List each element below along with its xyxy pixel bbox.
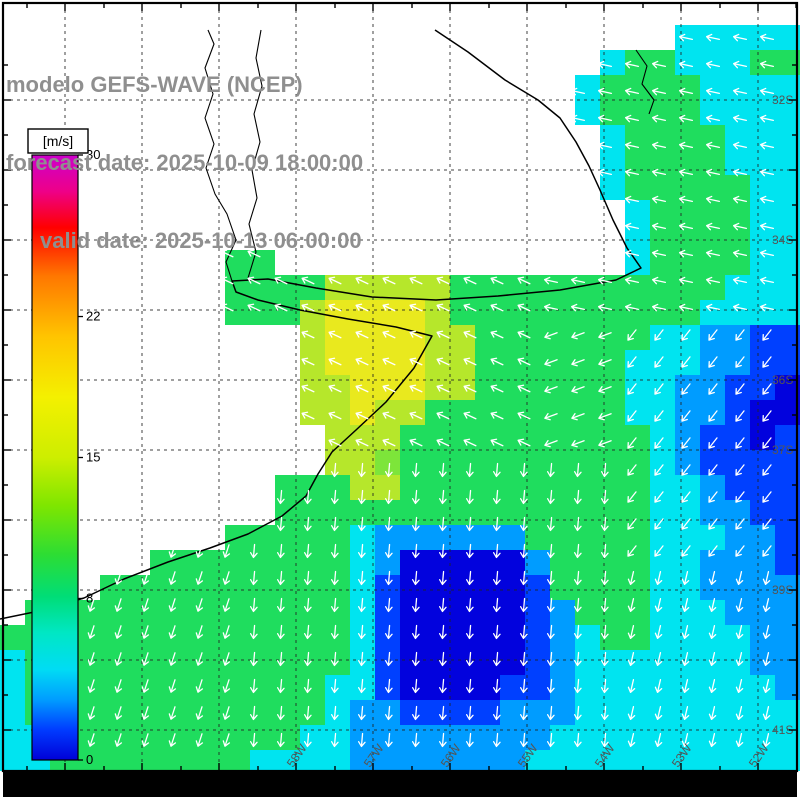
colorbar-tick-label: 8 (86, 590, 93, 605)
colorbar: 30 22 15 8 0 [m/s] (27, 128, 100, 767)
colorbar-unit-box (27, 128, 89, 154)
lat-label: 34S (772, 233, 793, 247)
coastline (0, 29, 655, 620)
arrow-field (33, 33, 775, 748)
header-block: modelo GEFS-WAVE (NCEP) forecast date: 2… (6, 20, 363, 306)
model-title: modelo GEFS-WAVE (NCEP) (6, 72, 303, 97)
valid-date: valid date: 2025-10-13 06:00:00 (40, 228, 362, 253)
lat-label: 37S (772, 443, 793, 457)
lat-label: 41S (772, 723, 793, 737)
colorbar-tick-label: 22 (86, 309, 100, 324)
lat-label: 36S (772, 373, 793, 387)
colorbar-tick-label: 0 (86, 752, 93, 767)
grid-lines (3, 3, 797, 771)
colorbar-unit-label: [m/s] (43, 133, 73, 149)
lat-label: 39S (772, 583, 793, 597)
colorbar-tick-label: 15 (86, 450, 100, 465)
colorbar-gradient (31, 154, 79, 761)
bottom-bar (3, 771, 797, 797)
forecast-date: forecast date: 2025-10-09 18:00:00 (6, 150, 364, 175)
colorbar-tick-label: 30 (86, 147, 100, 162)
lat-label: 32S (772, 93, 793, 107)
